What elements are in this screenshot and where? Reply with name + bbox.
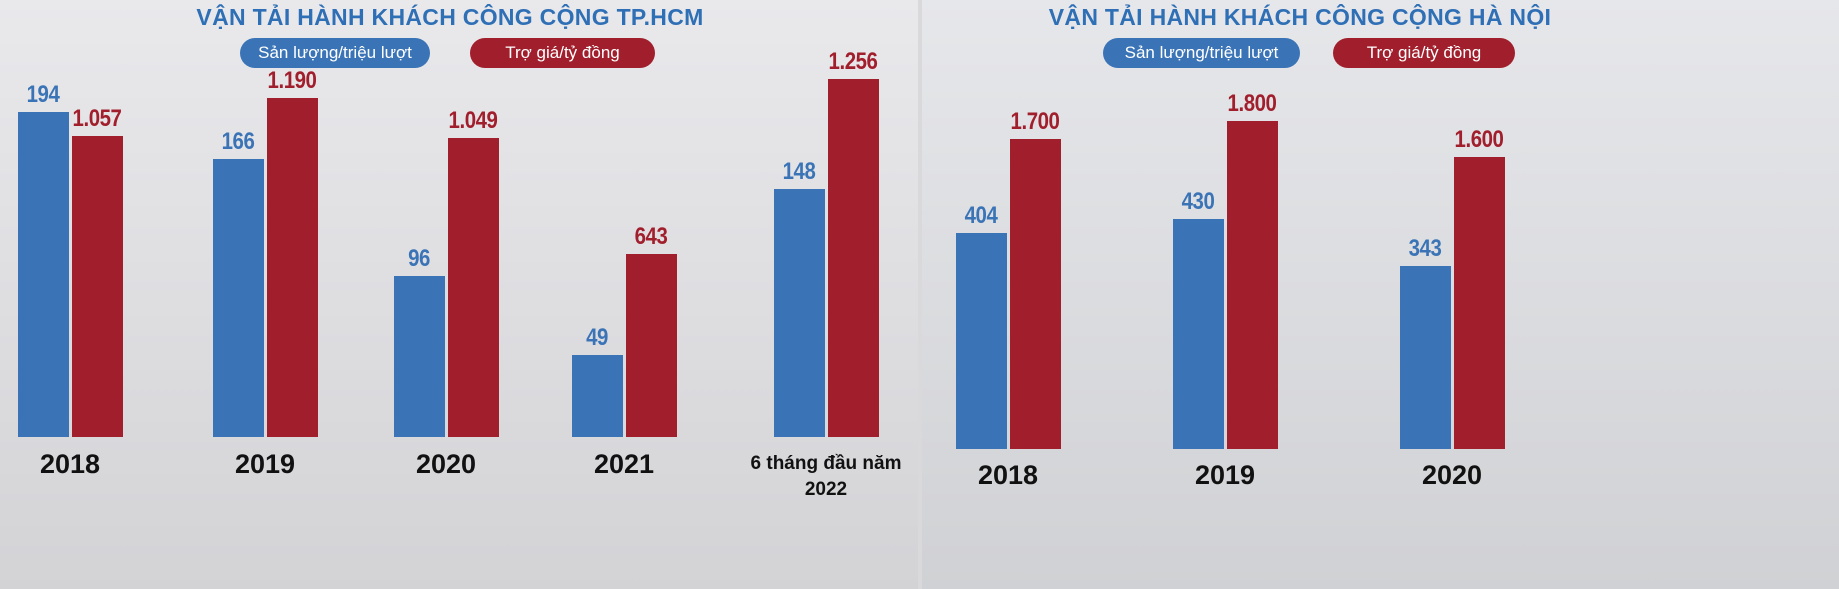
bar — [447, 138, 499, 437]
x-tick-label: 2019 — [1194, 460, 1256, 490]
bar — [827, 79, 879, 437]
bar — [266, 97, 318, 437]
data-label: 194 — [26, 81, 60, 108]
bar — [212, 158, 264, 437]
data-label: 49 — [586, 323, 608, 351]
legend-entry: Trợ giá/tỷ đồng — [1333, 38, 1515, 68]
bar — [393, 276, 445, 437]
data-label: 1.700 — [1010, 108, 1060, 136]
bar — [1453, 157, 1505, 449]
bar — [17, 112, 69, 437]
chart-title: VẬN TẢI HÀNH KHÁCH CÔNG CỘNG TP.HCM — [196, 4, 704, 30]
data-label: 404 — [964, 201, 998, 229]
x-tick-label: 2018 — [977, 460, 1039, 490]
bar — [773, 189, 825, 437]
legend-entry: Sản lượng/triệu lượt — [240, 38, 430, 68]
data-label: 148 — [782, 158, 816, 186]
bar — [1399, 265, 1451, 449]
data-label: 1.049 — [448, 107, 498, 134]
bar — [625, 253, 677, 437]
chart-title: VẬN TẢI HÀNH KHÁCH CÔNG CỘNG HÀ NỘI — [1048, 4, 1552, 30]
data-label: 343 — [1408, 234, 1442, 262]
bar — [1172, 219, 1224, 449]
data-label: 430 — [1181, 188, 1215, 215]
bar — [1226, 121, 1278, 449]
data-label: 96 — [408, 245, 430, 273]
bar — [71, 135, 123, 437]
data-label: 1.190 — [267, 66, 317, 94]
panel-background — [922, 0, 1839, 589]
x-tick-label: 2021 — [593, 449, 655, 479]
data-label: 1.800 — [1227, 90, 1277, 117]
data-label: 1.256 — [828, 48, 878, 75]
x-tick-label: 2020 — [415, 449, 477, 479]
bar — [955, 232, 1007, 449]
x-tick-label: 2018 — [39, 449, 101, 479]
x-tick-label: 2019 — [234, 449, 296, 479]
x-tick-label: 2020 — [1421, 460, 1483, 490]
data-label: 166 — [221, 127, 255, 155]
data-label: 643 — [634, 222, 668, 250]
x-tick-label: 6 tháng đầu năm 2022 — [750, 453, 902, 500]
data-label: 1.057 — [72, 104, 122, 132]
bar — [1009, 139, 1061, 449]
data-label: 1.600 — [1454, 126, 1504, 154]
legend-entry: Sản lượng/triệu lượt — [1103, 38, 1300, 68]
legend-entry: Trợ giá/tỷ đồng — [470, 38, 655, 68]
bar — [571, 354, 623, 437]
